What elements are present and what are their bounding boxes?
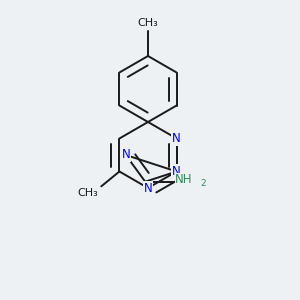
Text: N: N <box>122 148 130 161</box>
Text: CH₃: CH₃ <box>77 188 98 198</box>
Text: N: N <box>172 165 181 178</box>
Text: NH: NH <box>175 173 193 186</box>
Text: N: N <box>144 182 152 194</box>
Text: 2: 2 <box>201 179 206 188</box>
Text: CH₃: CH₃ <box>138 18 158 28</box>
Text: N: N <box>172 132 181 145</box>
